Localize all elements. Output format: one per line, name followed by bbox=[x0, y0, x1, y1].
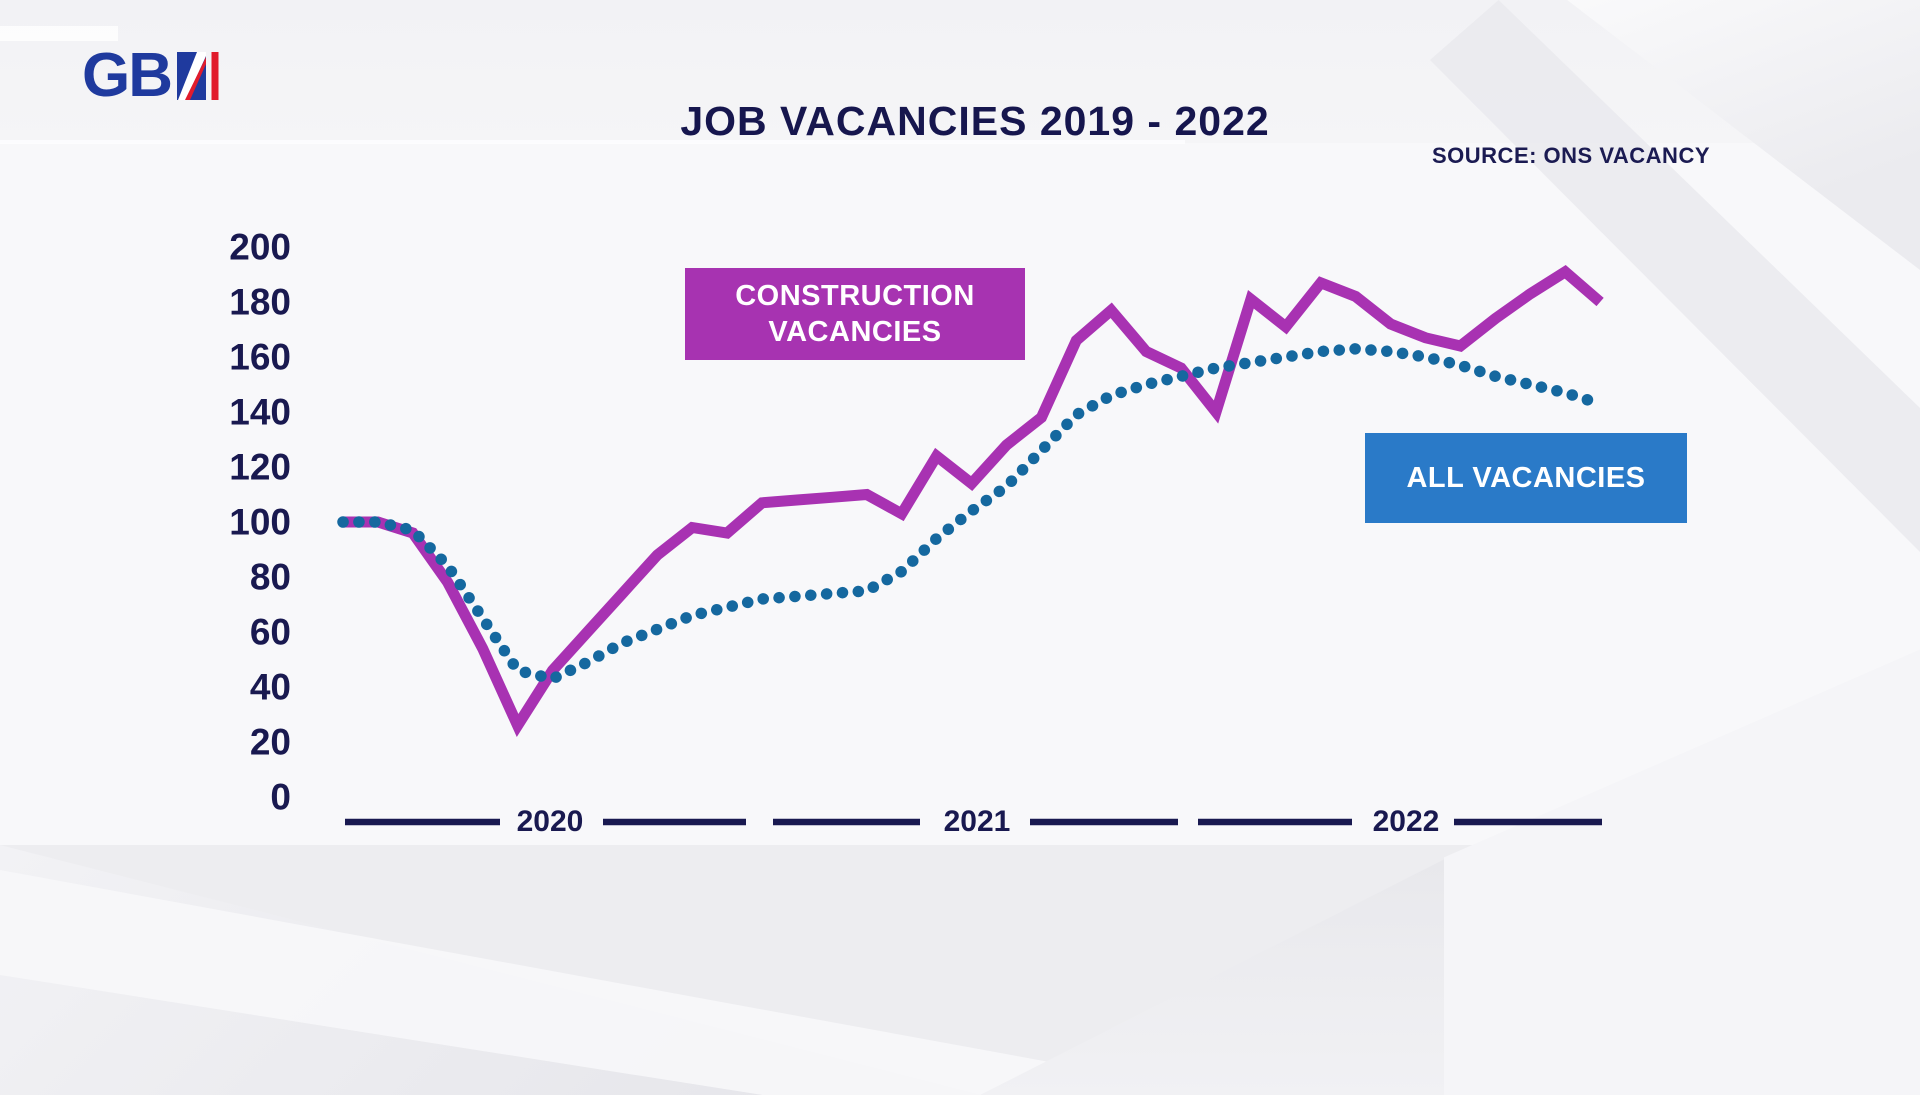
page-title: JOB VACANCIES 2019 - 2022 bbox=[680, 98, 1270, 144]
all-vacancies-line bbox=[337, 343, 1606, 685]
x-year-label-2020: 2020 bbox=[516, 805, 584, 838]
gbn-flag-icon bbox=[177, 52, 219, 100]
y-tick-label-120: 120 bbox=[229, 446, 291, 488]
gbn-logo: GB bbox=[82, 41, 219, 110]
y-tick-label-100: 100 bbox=[229, 501, 291, 543]
legend-all-vacancies: ALL VACANCIES bbox=[1365, 433, 1687, 523]
legend-construction-vacancies: CONSTRUCTION VACANCIES bbox=[685, 268, 1025, 360]
y-tick-label-40: 40 bbox=[249, 666, 291, 708]
y-tick-label-0: 0 bbox=[270, 776, 291, 818]
construction-vacancies-line bbox=[343, 264, 1604, 738]
y-tick-label-160: 160 bbox=[229, 336, 291, 378]
y-tick-label-180: 180 bbox=[229, 281, 291, 323]
x-year-label-2022: 2022 bbox=[1372, 805, 1440, 838]
y-tick-label-140: 140 bbox=[229, 391, 291, 433]
x-year-label-2021: 2021 bbox=[943, 805, 1011, 838]
background-hairline bbox=[0, 140, 1185, 144]
background-white-strip bbox=[0, 26, 118, 41]
y-tick-label-200: 200 bbox=[229, 226, 291, 268]
y-tick-label-80: 80 bbox=[249, 556, 291, 598]
source-label: SOURCE: ONS VACANCY bbox=[1432, 143, 1711, 168]
y-tick-label-60: 60 bbox=[249, 611, 291, 653]
y-tick-label-20: 20 bbox=[249, 721, 291, 763]
gbn-logo-text: GB bbox=[82, 41, 173, 110]
